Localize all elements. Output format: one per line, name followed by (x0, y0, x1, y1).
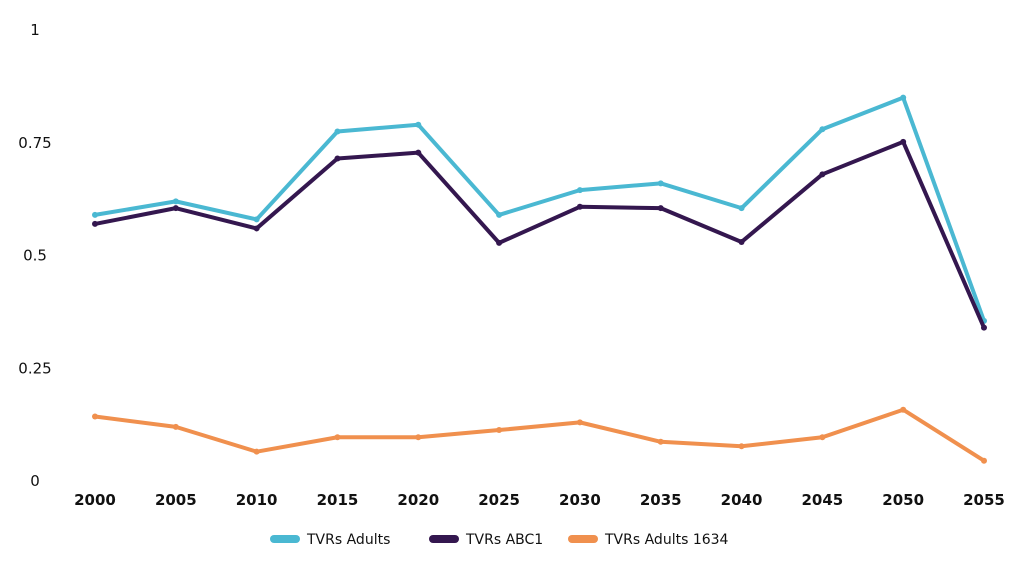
legend-swatch (270, 535, 300, 543)
x-tick-label: 2055 (963, 491, 1005, 509)
x-tick-label: 2005 (155, 491, 197, 509)
data-point (496, 211, 503, 218)
legend-swatch (429, 535, 459, 543)
legend-label: TVRs Adults (306, 532, 390, 548)
x-tick-label: 2025 (478, 491, 520, 509)
data-point (415, 434, 422, 441)
legend-item: TVRs ABC1 (429, 532, 543, 548)
data-point (334, 128, 341, 135)
data-point (253, 225, 260, 232)
series-0 (92, 94, 987, 324)
data-point (657, 180, 664, 187)
x-tick-label: 2045 (801, 491, 843, 509)
legend-label: TVRs ABC1 (465, 532, 543, 548)
x-tick-label: 2040 (721, 491, 763, 509)
data-point (738, 205, 745, 212)
data-point (981, 324, 987, 331)
data-point (496, 239, 503, 246)
data-point (576, 203, 583, 210)
x-axis-ticks: 2000 2005 2010 2015 2020 2025 2030 2035 2040 2045… (74, 491, 1005, 509)
data-point (92, 211, 98, 218)
data-point (657, 205, 664, 212)
data-point (253, 216, 260, 223)
data-point (415, 121, 422, 128)
legend-label: TVRs Adults 1634 (604, 532, 729, 548)
y-tick-label: 0.75 (18, 134, 51, 152)
x-tick-label: 2000 (74, 491, 116, 509)
data-point (576, 187, 583, 194)
x-tick-label: 2020 (397, 491, 439, 509)
x-tick-label: 2010 (236, 491, 278, 509)
data-point (253, 448, 260, 455)
data-point (496, 427, 503, 434)
data-point (334, 434, 341, 441)
data-point (900, 406, 907, 413)
y-tick-label: 0.5 (23, 247, 47, 265)
x-tick-label: 2015 (317, 491, 359, 509)
series-line (93, 95, 986, 323)
y-axis-ticks: 0 0.25 0.5 0.75 1 (18, 21, 51, 490)
x-tick-label: 2035 (640, 491, 682, 509)
data-point (900, 138, 907, 145)
series-1 (92, 138, 987, 331)
data-point (819, 171, 826, 178)
legend-item: TVRs Adults 1634 (568, 532, 729, 548)
data-point (738, 238, 745, 245)
series-line (93, 407, 986, 463)
data-point (415, 149, 422, 156)
legend-swatch (568, 535, 598, 543)
data-point (172, 205, 179, 212)
data-point (819, 434, 826, 441)
legend: TVRs Adults TVRs ABC1 TVRs Adults 1634 (270, 532, 729, 548)
data-point (172, 423, 179, 430)
data-point (172, 198, 179, 205)
legend-item: TVRs Adults (270, 532, 390, 548)
series-lines (92, 94, 987, 464)
series-2 (92, 406, 987, 464)
x-tick-label: 2030 (559, 491, 601, 509)
data-point (576, 419, 583, 426)
data-point (981, 457, 987, 464)
data-point (92, 413, 98, 420)
data-point (92, 220, 98, 227)
x-tick-label: 2050 (882, 491, 924, 509)
data-point (334, 155, 341, 162)
data-point (900, 94, 907, 101)
series-line (93, 139, 986, 330)
y-tick-label: 0 (30, 472, 40, 490)
data-point (738, 443, 745, 450)
y-tick-label: 0.25 (18, 359, 51, 377)
data-point (657, 438, 664, 445)
data-point (819, 126, 826, 133)
y-tick-label: 1 (30, 21, 40, 39)
